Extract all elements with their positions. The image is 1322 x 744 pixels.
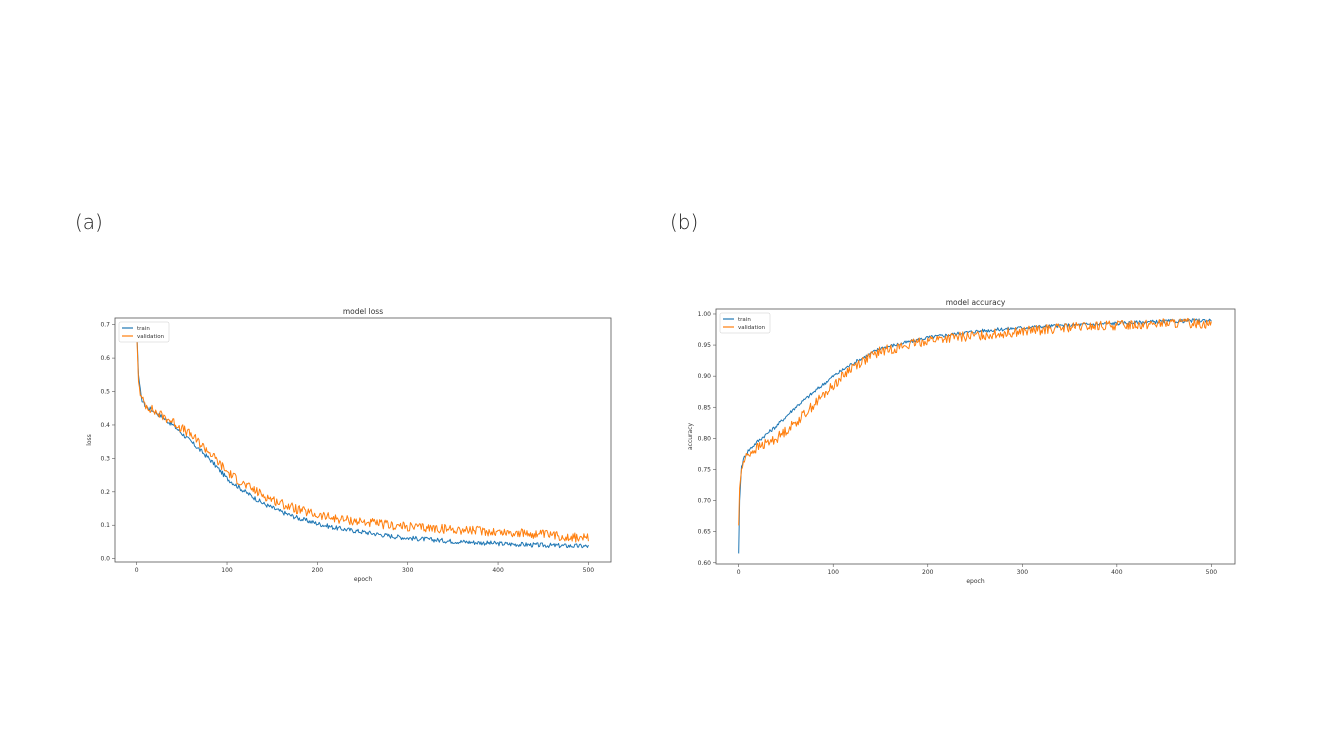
y-tick-label: 0.65 (698, 529, 712, 536)
y-tick-label: 0.7 (100, 322, 110, 329)
legend-box (719, 312, 771, 334)
accuracy-chart: model accuracy 0 100 200 300 400 500 0.60 0.65 0.… (687, 298, 1236, 585)
y-axis-label: loss (86, 434, 93, 446)
legend-box (118, 321, 170, 343)
y-tick-label: 0.4 (100, 422, 110, 429)
plot-frame (715, 308, 1236, 565)
y-tick-label: 0.1 (100, 522, 110, 529)
chart-title: model accuracy (946, 298, 1006, 307)
x-tick-label: 200 (312, 567, 324, 574)
x-tick-label: 300 (1017, 569, 1029, 576)
y-tick-label: 0.95 (698, 342, 712, 349)
x-tick-label: 0 (737, 569, 741, 576)
x-tick-label: 400 (492, 567, 504, 574)
y-tick-label: 0.90 (698, 373, 712, 380)
x-tick-label: 300 (402, 567, 414, 574)
legend-label-validation: validation (738, 325, 766, 331)
series-line-train (136, 328, 589, 549)
y-tick-label: 0.60 (698, 560, 712, 567)
x-tick-label: 100 (827, 569, 839, 576)
series-line-train (738, 318, 1212, 554)
y-tick-label: 0.80 (698, 435, 712, 442)
x-tick-label: 0 (135, 567, 139, 574)
series-line-validation (738, 317, 1212, 526)
y-tick-label: 0.5 (100, 389, 110, 396)
x-axis-label: epoch (966, 578, 984, 585)
y-tick-label: 0.3 (100, 455, 110, 462)
x-tick-label: 500 (1206, 569, 1218, 576)
y-tick-label: 0.85 (698, 404, 712, 411)
y-tick-label: 1.00 (698, 311, 712, 318)
x-tick-label: 100 (221, 567, 233, 574)
plot-frame (114, 317, 612, 563)
x-tick-label: 500 (583, 567, 595, 574)
x-tick-label: 400 (1111, 569, 1123, 576)
x-axis-label: epoch (354, 576, 372, 583)
legend-label-train: train (137, 326, 150, 332)
legend-label-validation: validation (137, 334, 165, 340)
panel-label-b: (b) (670, 210, 699, 234)
y-tick-label: 0.6 (100, 355, 110, 362)
x-tick-label: 200 (922, 569, 934, 576)
y-tick-label: 0.0 (100, 556, 110, 563)
y-tick-label: 0.2 (100, 489, 110, 496)
legend-label-train: train (738, 317, 751, 323)
series-line-validation (136, 331, 589, 543)
y-axis-label: accuracy (687, 423, 694, 451)
y-tick-label: 0.75 (698, 466, 712, 473)
panel-label-a: (a) (75, 210, 103, 234)
chart-title: model loss (343, 307, 383, 316)
y-tick-label: 0.70 (698, 498, 712, 505)
loss-chart: model loss 0 100 200 300 400 500 0.0 0.1 0.2 0.3 0.… (86, 307, 612, 583)
